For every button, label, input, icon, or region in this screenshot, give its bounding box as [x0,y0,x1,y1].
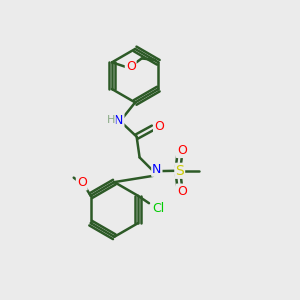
Text: N: N [114,114,124,127]
Text: O: O [126,60,136,73]
Text: S: S [175,164,184,178]
Text: O: O [154,120,164,133]
Text: N: N [152,163,161,176]
Text: O: O [177,184,187,197]
Text: Cl: Cl [152,202,164,215]
Text: O: O [77,176,87,190]
Text: H: H [106,115,115,125]
Text: O: O [177,144,187,157]
